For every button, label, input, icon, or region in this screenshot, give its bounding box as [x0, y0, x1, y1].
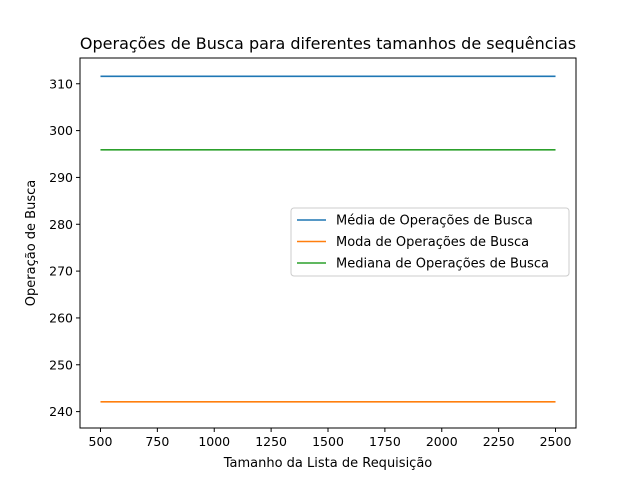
- series-lines: [100, 75, 556, 403]
- y-tick-label: 240: [49, 404, 73, 419]
- x-tick-label: 750: [145, 434, 169, 449]
- legend: Média de Operações de Busca Moda de Opera…: [290, 207, 570, 277]
- legend-label-0: Média de Operações de Busca: [336, 214, 533, 229]
- plot-area: [79, 57, 577, 429]
- y-tick-label: 250: [49, 357, 73, 372]
- chart-title: Operações de Busca para diferentes taman…: [80, 34, 576, 53]
- x-tick-label: 2500: [540, 434, 572, 449]
- legend-label-2: Mediana de Operações de Busca: [336, 257, 549, 272]
- x-tick-label: 1000: [198, 434, 230, 449]
- legend-box: [290, 207, 570, 277]
- y-axis-label: Operação de Busca: [24, 180, 39, 306]
- y-tick-label: 270: [49, 264, 73, 279]
- x-tick-label: 2000: [426, 434, 458, 449]
- x-axis: 500 750 1000 1250 1500 1750 2000 2250 2500: [89, 428, 572, 449]
- y-axis: 240 250 260 270 280 290 300 310: [49, 76, 80, 419]
- x-tick-label: 2250: [483, 434, 515, 449]
- legend-label-1: Moda de Operações de Busca: [336, 235, 529, 250]
- x-tick-label: 1250: [255, 434, 287, 449]
- x-axis-label: Tamanho da Lista de Requisição: [223, 456, 433, 471]
- legend-items: Média de Operações de Busca Moda de Opera…: [297, 214, 549, 272]
- y-tick-label: 280: [49, 217, 73, 232]
- y-tick-label: 310: [49, 76, 73, 91]
- x-tick-label: 1750: [369, 434, 401, 449]
- x-tick-label: 1500: [312, 434, 344, 449]
- y-tick-label: 290: [49, 170, 73, 185]
- x-tick-label: 500: [89, 434, 113, 449]
- y-tick-label: 260: [49, 310, 73, 325]
- y-tick-label: 300: [49, 123, 73, 138]
